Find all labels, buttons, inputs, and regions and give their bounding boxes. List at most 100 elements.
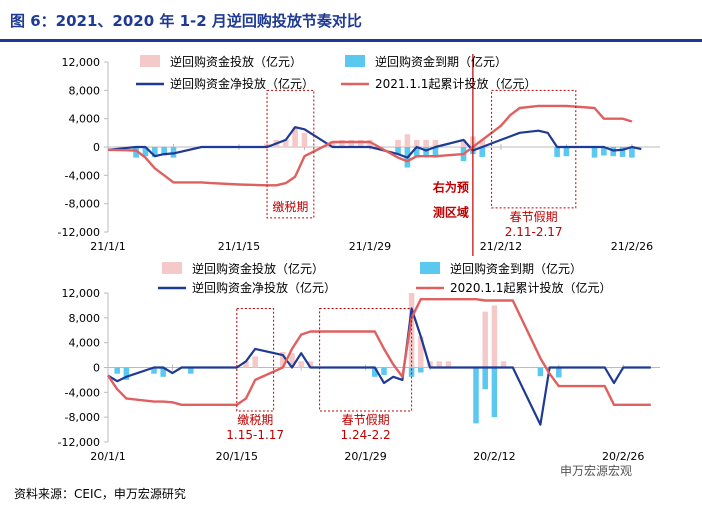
legend-label: 2021.1.1起累计投放（亿元） [375,76,536,91]
legend-label: 逆回购资金到期（亿元） [375,54,507,69]
legend-swatch [420,262,440,274]
bar [372,367,378,377]
bar [367,139,373,147]
source-note: 资料来源：CEIC，申万宏源研究 [14,487,186,501]
annotation-box [266,89,315,219]
bar [418,367,424,373]
legend-swatch [345,55,365,67]
bar [554,147,560,157]
bar [460,139,467,147]
y-tick-label: -12,000 [58,436,100,449]
bar [301,132,308,147]
x-tick-label: 20/1/1 [90,450,125,463]
bar [142,147,149,157]
bar [601,147,607,156]
bar [473,367,479,424]
legend-swatch [162,262,182,274]
y-tick-label: -8,000 [65,198,100,211]
bar [556,367,562,378]
bar [563,147,570,157]
bar [160,367,166,377]
bar [432,147,439,158]
x-tick-label: 21/2/26 [611,240,653,253]
x-tick-label: 20/1/29 [344,450,386,463]
x-tick-label: 20/2/12 [473,450,515,463]
bar [292,127,298,147]
bar [479,139,486,147]
bar [329,141,336,147]
bar [404,134,411,147]
bar [610,147,617,157]
bar [339,139,345,147]
bar [280,351,286,368]
legend-label: 逆回购资金净投放（亿元） [170,76,314,91]
annotation-label: 缴税期 [237,412,273,427]
y-tick-label: -4,000 [65,169,100,182]
series-line [107,298,651,406]
bar [151,367,157,374]
bar [418,336,424,368]
y-tick-label: 8,000 [69,84,101,97]
legend-label: 逆回购资金投放（亿元） [192,261,324,276]
bar [395,147,401,155]
bar [591,147,598,158]
bar [619,147,626,157]
bar [491,305,498,368]
bar [114,367,120,374]
bar [413,139,420,147]
y-tick-label: 12,000 [62,56,101,69]
y-tick-label: 0 [93,362,100,375]
bar [445,361,452,368]
x-tick-label: 20/2/26 [602,450,644,463]
legend-label: 2020.1.1起累计投放（亿元） [450,280,611,295]
bar [629,147,635,158]
bar [307,361,314,368]
annotation-box [319,308,413,412]
series-line [107,126,642,159]
y-tick-label: 12,000 [62,287,101,300]
bar [395,139,401,147]
annotation-label: 右为预 [432,180,469,195]
legend-swatch [140,55,160,67]
x-tick-label: 20/1/15 [216,450,258,463]
bar [537,367,544,377]
bar [348,139,355,147]
annotation-label: 1.15-1.17 [226,428,284,442]
watermark: 申万宏源宏观 [560,464,633,478]
y-tick-label: 4,000 [69,113,101,126]
bar [298,361,304,368]
y-tick-label: 0 [93,141,100,154]
annotation-label: 测区域 [433,204,469,219]
legend-label: 逆回购资金净投放（亿元） [192,280,336,295]
bar [413,147,420,158]
annotation-label: 缴税期 [272,199,308,214]
bar [357,139,364,147]
series-line [107,307,651,426]
annotation-box [236,308,275,412]
bar [151,147,158,157]
annotation-label: 春节假期 [510,210,558,224]
x-tick-label: 21/1/1 [90,240,125,253]
bar [432,139,439,147]
annotation-label: 春节假期 [342,413,390,427]
bar [252,356,258,368]
chart-2: -12,000 -8,000 -4,000 0 4,000 8,000 12,000 20/1… [58,261,660,463]
bar [289,353,295,368]
x-tick-label: 21/2/12 [480,240,522,253]
chart-title: 图 6：2021、2020 年 1-2 月逆回购投放节奏对比 [10,12,362,30]
annotation-label: 2.11-2.17 [505,225,563,239]
y-tick-label: -8,000 [65,411,100,424]
legend-label: 逆回购资金投放（亿元） [170,54,302,69]
bar [500,361,507,368]
bar [282,139,289,147]
bar [381,367,387,375]
bar [491,367,498,418]
bar [408,367,415,377]
bar [133,147,139,158]
x-tick-label: 21/1/29 [349,240,391,253]
bar [482,367,488,390]
bar [423,139,429,147]
bar [188,367,194,374]
series-line [107,104,633,187]
